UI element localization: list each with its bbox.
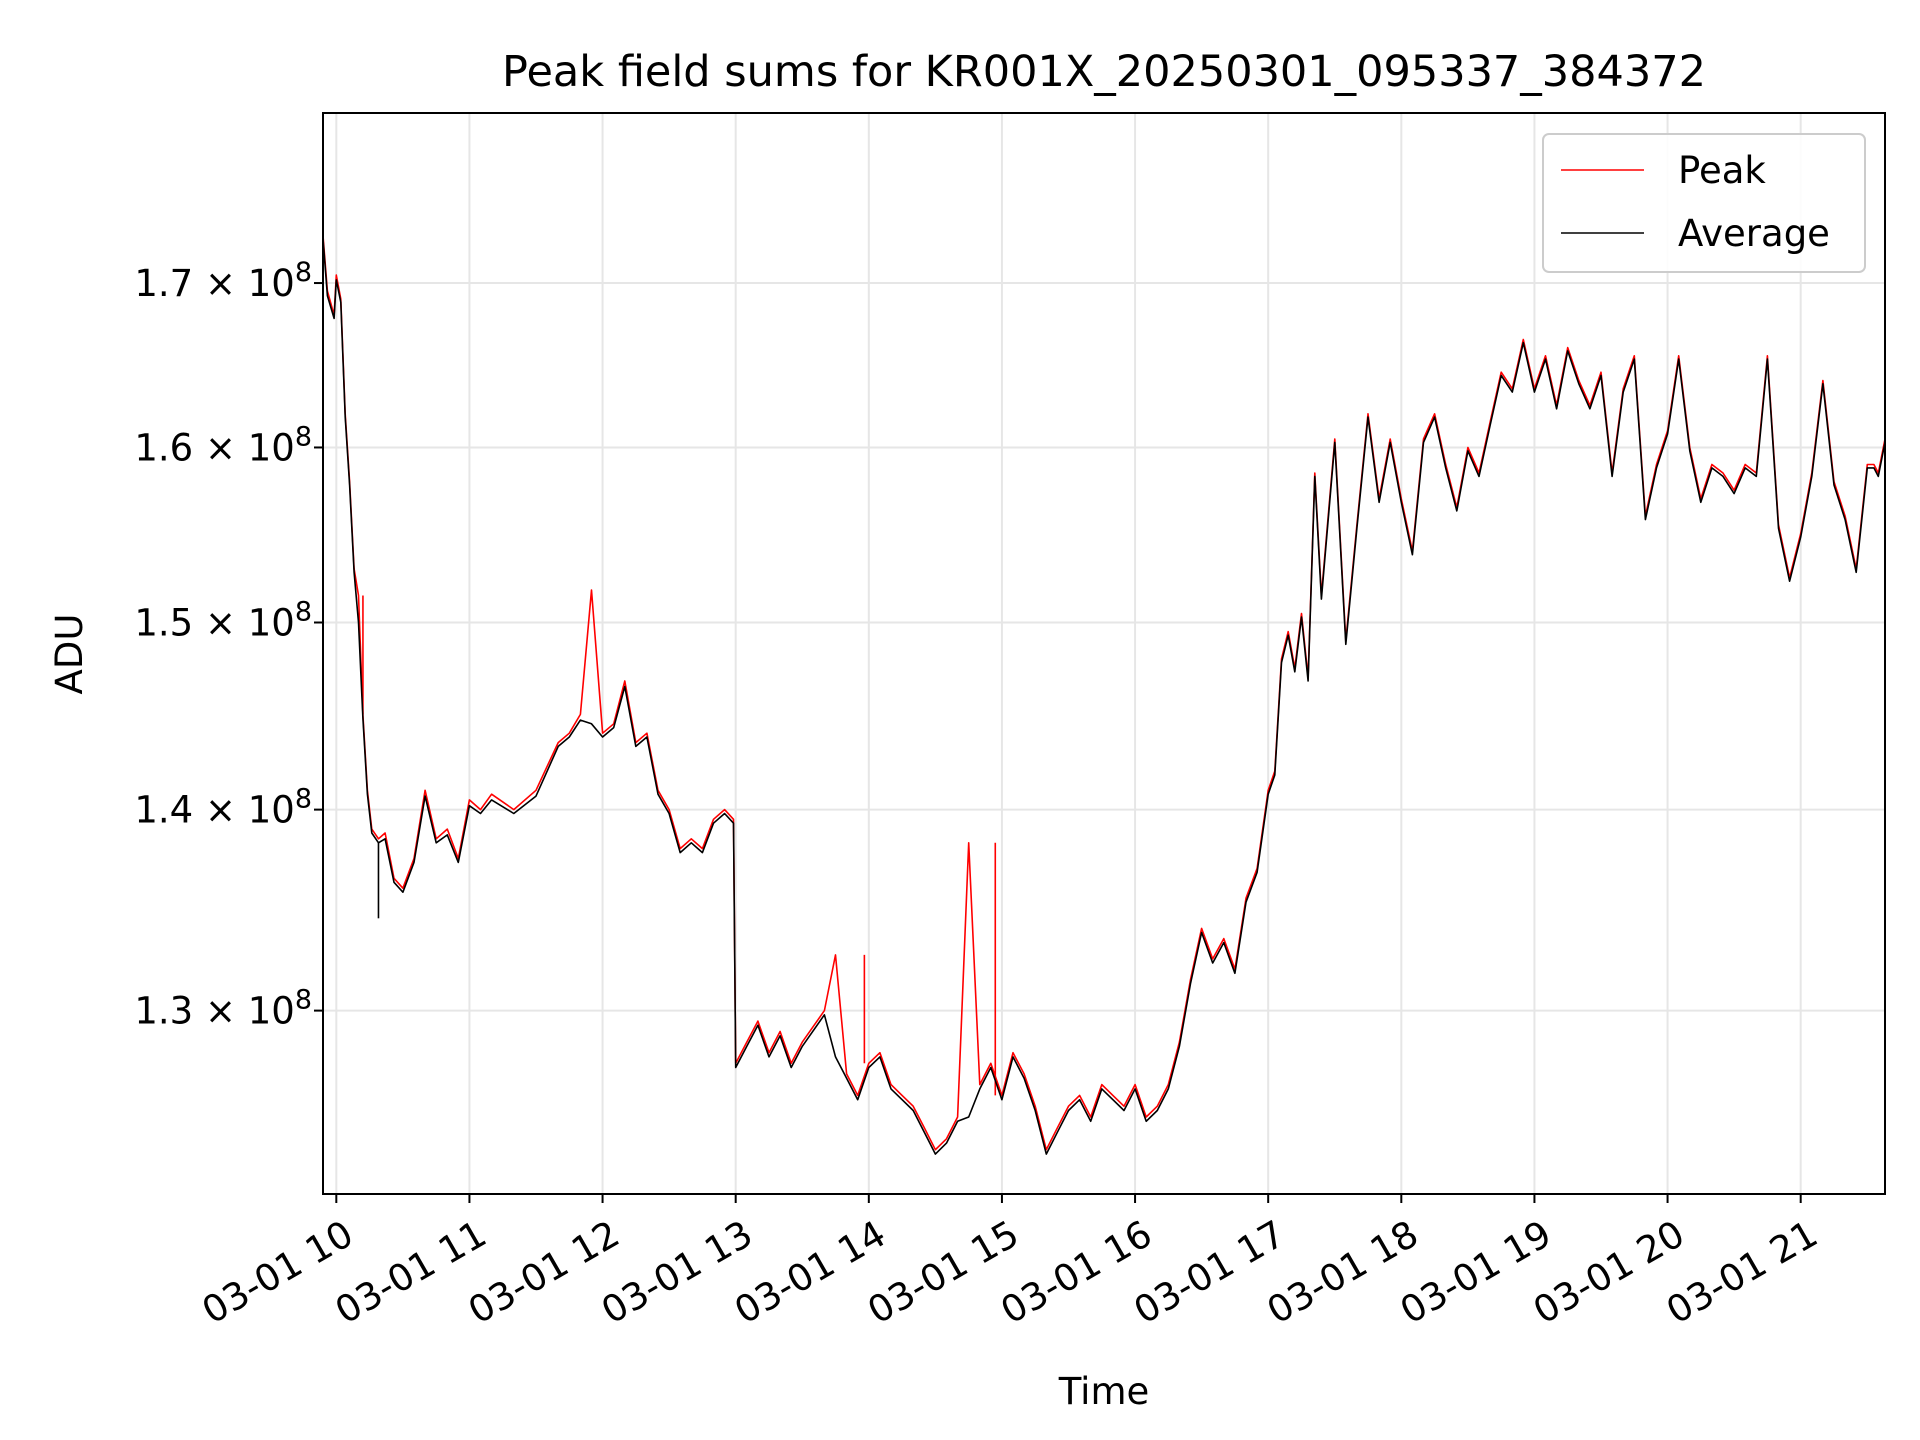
legend-box: [1542, 133, 1866, 273]
y-tick-label: 1.4 × 108: [134, 784, 312, 832]
y-tick-label: 1.5 × 108: [134, 597, 312, 645]
legend-average-label: Average: [1678, 212, 1830, 255]
series-group: [323, 235, 1885, 1155]
y-tick-label: 1.7 × 108: [134, 257, 312, 305]
series-line-average: [323, 238, 1885, 1155]
series-line-peak: [323, 235, 1885, 1151]
y-tick-label: 1.3 × 108: [134, 985, 312, 1033]
grid: [323, 113, 1885, 1194]
legend: Peak Average: [1542, 133, 1866, 273]
plot-frame: [322, 112, 1886, 1195]
x-axis-label: Time: [1058, 1370, 1150, 1413]
series-lines: [323, 235, 1885, 1155]
chart-title: Peak field sums for KR001X_20250301_0953…: [502, 47, 1706, 97]
y-axis-label: ADU: [48, 614, 91, 695]
legend-peak-label: Peak: [1678, 149, 1766, 192]
y-tick-label: 1.6 × 108: [134, 421, 312, 469]
